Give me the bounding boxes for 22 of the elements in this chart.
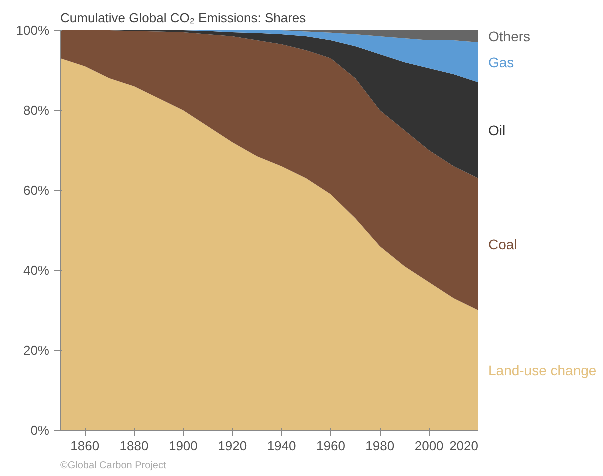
x-tick-label: 2000 [414,438,444,454]
x-tick-label: 1900 [168,438,198,454]
text: ©Global Carbon Project [60,460,166,472]
y-tick-label: 100% [16,23,50,38]
x-tick-label: 1920 [218,438,248,454]
x-tick-label: 1940 [267,438,296,454]
series-label: Oil [488,122,506,138]
series-label: Coal [488,236,518,252]
series-label: Land-use change [488,362,597,378]
chart-title: Cumulative Global CO₂ Emissions: Shares [60,10,307,26]
series-label: Others [488,28,531,44]
x-tick-label: 1860 [70,438,100,454]
series-label: Gas [488,54,514,70]
y-tick-label: 40% [23,263,50,278]
y-tick-label: 0% [30,423,50,438]
x-tick-label: 1960 [316,438,346,454]
y-tick-label: 60% [23,183,50,198]
y-tick-label: 80% [23,103,50,118]
x-tick-label: 1880 [120,438,149,454]
x-tick-label: 2020 [450,438,478,454]
y-tick-label: 20% [23,343,50,358]
x-tick-label: 1980 [366,438,395,454]
